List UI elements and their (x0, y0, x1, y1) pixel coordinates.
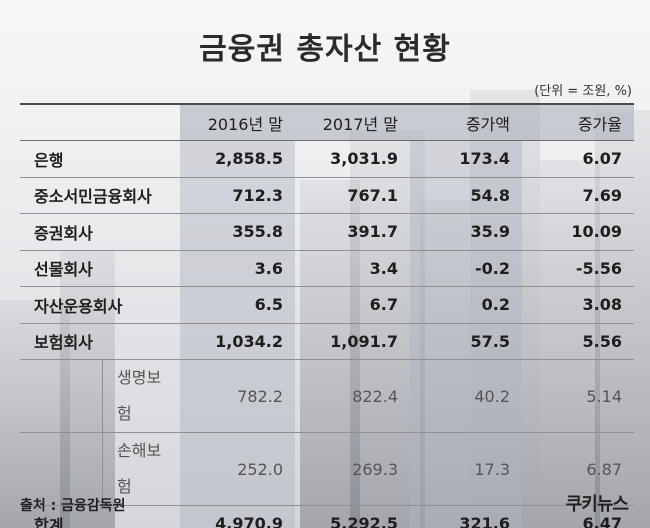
cell-increase: -0.2 (410, 250, 522, 287)
table-subrow: 손해보험 252.0 269.3 17.3 6.87 (20, 432, 634, 506)
row-name: 자산운용회사 (20, 286, 180, 324)
table-row: 선물회사 3.6 3.4 -0.2 -5.56 (20, 250, 634, 287)
cell-2016: 6.5 (180, 286, 295, 324)
total-name: 합계 (20, 505, 180, 528)
header-2016: 2016년 말 (180, 103, 295, 141)
cell-rate: -5.56 (522, 250, 634, 287)
cell-rate: 10.09 (522, 213, 634, 251)
total-2016: 4,970.9 (180, 505, 295, 528)
cell-2017: 3.4 (295, 250, 410, 287)
cell-rate: 3.08 (522, 286, 634, 324)
cell-2016: 252.0 (180, 432, 295, 506)
unit-note: (단위 = 조원, %) (534, 84, 632, 99)
cell-increase: 57.5 (410, 323, 522, 360)
header-empty (20, 103, 180, 141)
cell-increase: 173.4 (410, 140, 522, 178)
subrow-name: 손해보험 (102, 433, 168, 505)
header-rate: 증가율 (522, 103, 634, 141)
cell-2017: 1,091.7 (295, 323, 410, 360)
row-name: 선물회사 (20, 250, 180, 287)
cell-increase: 35.9 (410, 213, 522, 251)
cell-rate: 6.07 (522, 140, 634, 178)
cell-rate: 6.87 (522, 432, 634, 506)
cell-2017: 822.4 (295, 359, 410, 433)
table-row: 중소서민금융회사 712.3 767.1 54.8 7.69 (20, 177, 634, 214)
subrow-name: 생명보험 (102, 360, 168, 432)
total-increase: 321.6 (410, 505, 522, 528)
header-increase: 증가액 (410, 103, 522, 141)
header-row: 2016년 말 2017년 말 증가액 증가율 (20, 103, 634, 141)
row-name: 보험회사 (20, 323, 180, 360)
logo-text: 쿠키뉴스 (565, 494, 629, 515)
total-row: 합계 4,970.9 5,292.5 321.6 6.47 (20, 505, 634, 528)
cell-2016: 1,034.2 (180, 323, 295, 360)
subrow-name-cell: 생명보험 (20, 359, 180, 433)
cell-increase: 40.2 (410, 359, 522, 433)
page-title: 금융권 총자산 현황 (199, 32, 451, 67)
cell-2016: 355.8 (180, 213, 295, 251)
cell-increase: 17.3 (410, 432, 522, 506)
table-row: 보험회사 1,034.2 1,091.7 57.5 5.56 (20, 323, 634, 360)
table-row: 은행 2,858.5 3,031.9 173.4 6.07 (20, 140, 634, 178)
cell-2016: 782.2 (180, 359, 295, 433)
cell-2017: 391.7 (295, 213, 410, 251)
cell-rate: 5.14 (522, 359, 634, 433)
cell-increase: 54.8 (410, 177, 522, 214)
cell-2016: 2,858.5 (180, 140, 295, 178)
cell-increase: 0.2 (410, 286, 522, 324)
row-name: 중소서민금융회사 (20, 177, 180, 214)
total-rate: 6.47 (522, 505, 634, 528)
cell-2016: 3.6 (180, 250, 295, 287)
assets-table: 2016년 말 2017년 말 증가액 증가율 은행 2,858.5 3,031… (20, 103, 634, 528)
table-row: 자산운용회사 6.5 6.7 0.2 3.08 (20, 286, 634, 324)
cell-2016: 712.3 (180, 177, 295, 214)
row-name: 증권회사 (20, 213, 180, 251)
cell-2017: 3,031.9 (295, 140, 410, 178)
cell-2017: 6.7 (295, 286, 410, 324)
subrow-name-cell: 손해보험 (20, 432, 180, 506)
header-2017: 2017년 말 (295, 103, 410, 141)
cell-rate: 7.69 (522, 177, 634, 214)
table-row: 증권회사 355.8 391.7 35.9 10.09 (20, 213, 634, 251)
source-note: 출처 : 금융감독원 (20, 498, 126, 514)
table-subrow: 생명보험 782.2 822.4 40.2 5.14 (20, 359, 634, 433)
cell-rate: 5.56 (522, 323, 634, 360)
row-name: 은행 (20, 140, 180, 178)
total-2017: 5,292.5 (295, 505, 410, 528)
cell-2017: 269.3 (295, 432, 410, 506)
cell-2017: 767.1 (295, 177, 410, 214)
brand-logo: 쿠키뉴스 (565, 490, 629, 516)
